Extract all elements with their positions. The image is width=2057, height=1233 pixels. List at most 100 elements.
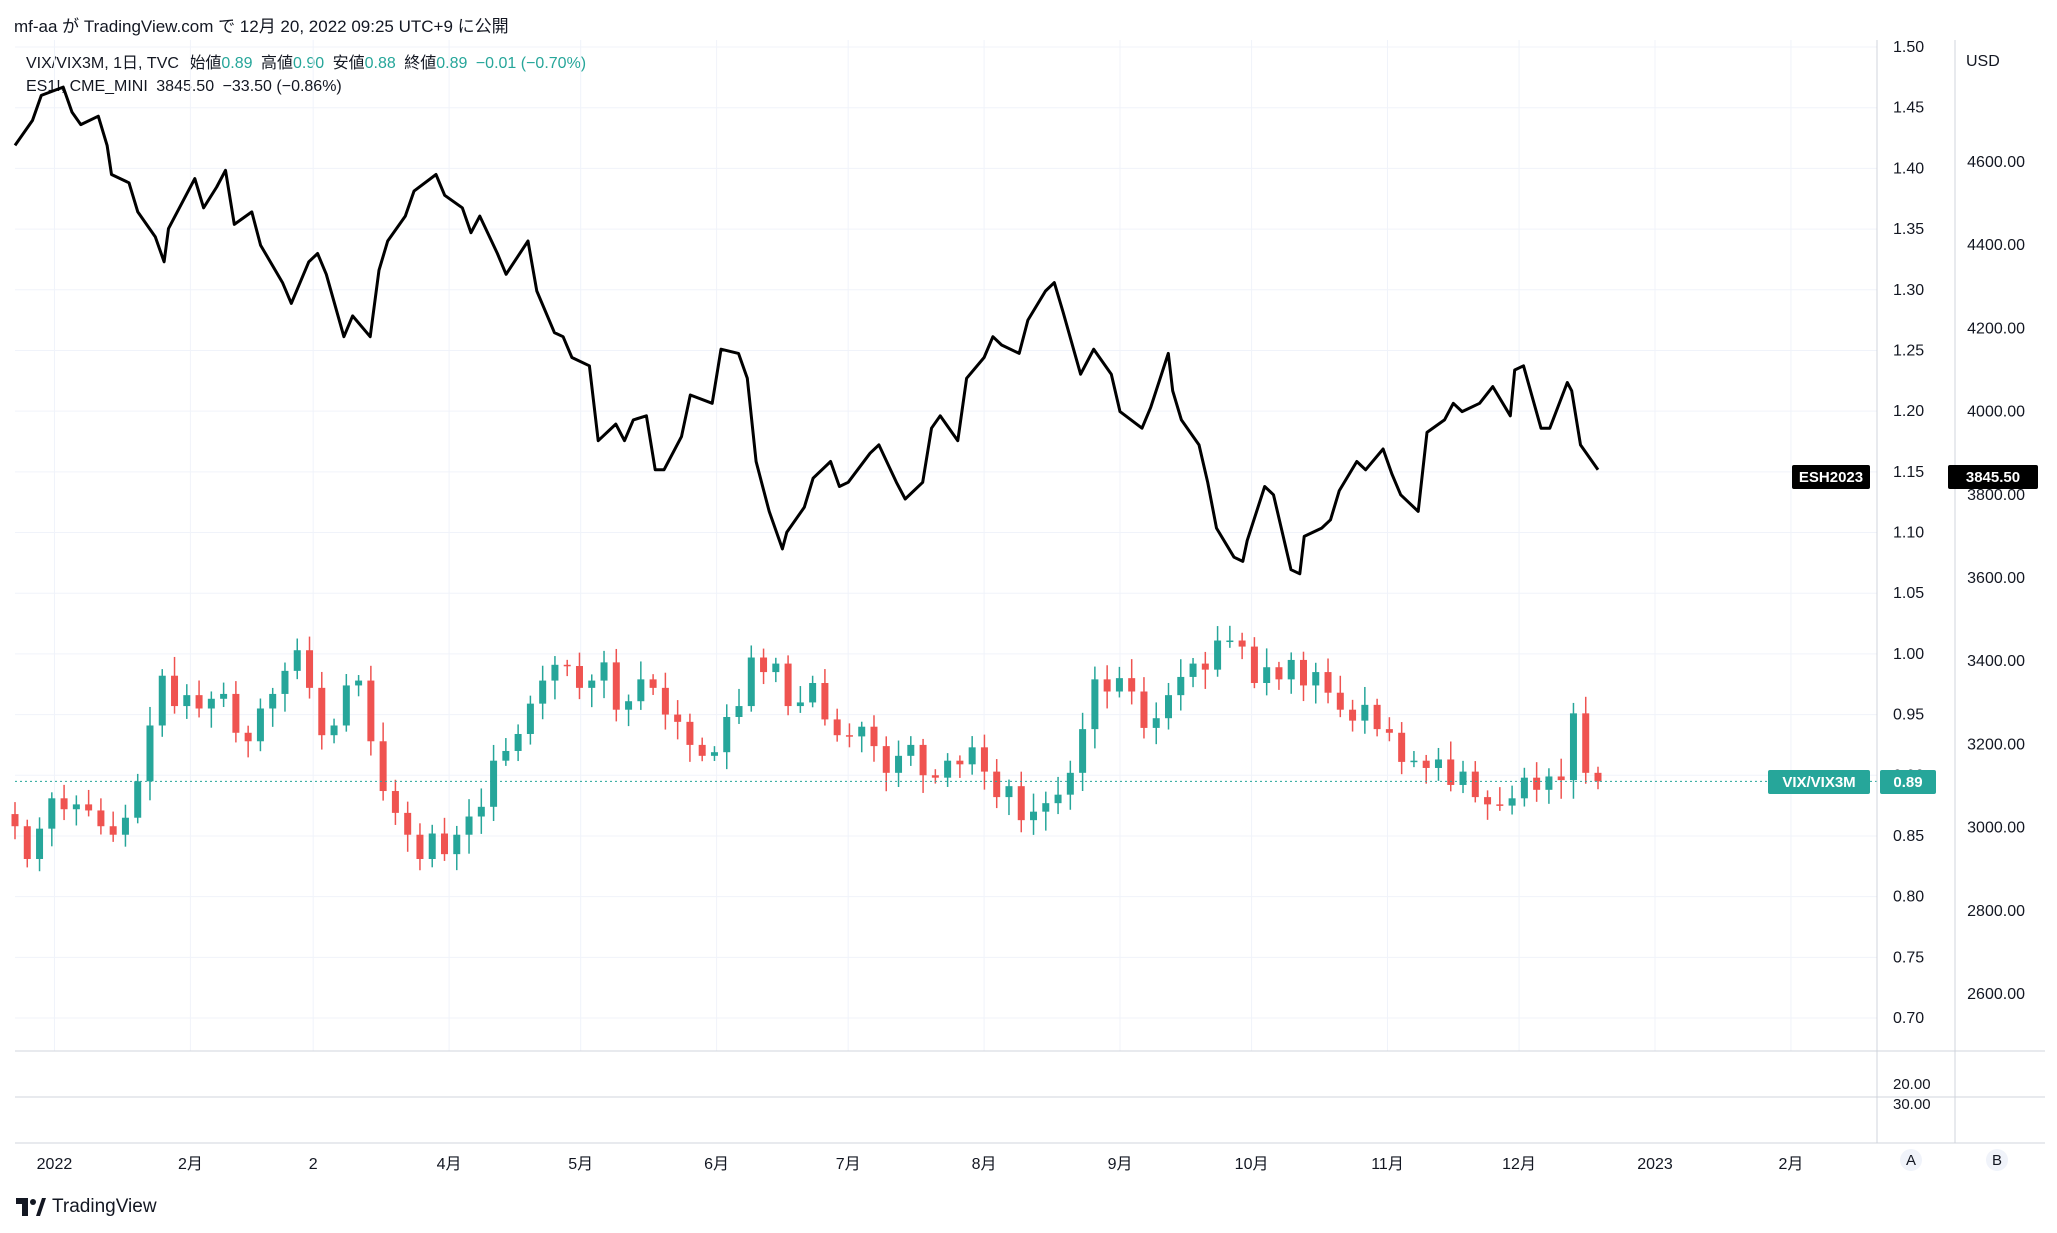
legend-high-value: 0.90 xyxy=(293,55,325,72)
vix-candle xyxy=(1349,699,1357,732)
vix-candle xyxy=(183,684,191,719)
vix-candle xyxy=(404,801,412,852)
vix-candle xyxy=(1054,776,1062,815)
time-axis-tick: 7月 xyxy=(836,1156,861,1173)
vix-axis-tick: 1.00 xyxy=(1893,646,1924,663)
vix-candle xyxy=(858,721,866,753)
vix-candle xyxy=(1398,722,1406,775)
vix-axis-tick: 1.10 xyxy=(1893,525,1924,542)
legend-close-label: 終値 xyxy=(404,55,437,72)
vix-price-axis[interactable]: 1.50 1.45 1.40 1.35 1.30 1.25 1.20 1.15 1.10 1.05… xyxy=(1893,39,1924,1027)
vix-candle xyxy=(293,638,301,680)
vix-candle xyxy=(993,759,1001,809)
vix-candle xyxy=(490,744,498,821)
vix-axis-tick: 1.30 xyxy=(1893,282,1924,299)
vix-candle xyxy=(1557,758,1565,799)
vix-candle xyxy=(1066,760,1074,810)
vix-candle xyxy=(1569,702,1577,799)
time-axis-tick: 5月 xyxy=(568,1156,593,1173)
vix-candle xyxy=(355,675,363,697)
tradingview-logo-icon xyxy=(16,1198,46,1216)
vix-candle xyxy=(1140,677,1148,739)
legend-es-value: 3845.50 xyxy=(156,78,215,95)
vix-candle xyxy=(526,695,534,745)
vix-candle xyxy=(1177,659,1185,711)
vix-candle xyxy=(1508,785,1516,815)
vix-candle xyxy=(502,738,510,766)
vix-candle xyxy=(109,811,117,842)
vix-axis-tick: 0.80 xyxy=(1893,889,1924,906)
vix-candle xyxy=(686,713,694,762)
vix-candle xyxy=(1189,657,1197,688)
time-axis-tick: 6月 xyxy=(704,1156,729,1173)
tradingview-brand[interactable]: TradingView xyxy=(16,1196,157,1218)
vix-candle xyxy=(453,825,461,871)
vix-candle xyxy=(710,746,718,761)
scale-button-a[interactable]: A xyxy=(1900,1149,1922,1171)
vix-candle xyxy=(1226,625,1234,648)
vix-candle xyxy=(195,680,203,718)
vix-candle xyxy=(1496,787,1504,811)
time-axis-tick: 2月 xyxy=(1778,1156,1803,1173)
vix-candle xyxy=(1079,712,1087,792)
legend-open-label: 始値 xyxy=(189,55,222,72)
vix-candle xyxy=(735,688,743,724)
legend-vix-symbol[interactable]: VIX/VIX3M, 1日, TVC xyxy=(26,55,179,72)
vix-candle xyxy=(1361,686,1369,734)
vix-candle xyxy=(968,736,976,775)
vix-candle xyxy=(97,798,105,835)
vix-candle xyxy=(1582,696,1590,784)
es-axis-tick: 4600.00 xyxy=(1967,154,2025,171)
time-axis-tick: 11月 xyxy=(1371,1156,1404,1173)
scale-button-a-label: A xyxy=(1906,1152,1916,1169)
vix-axis-tick: 1.15 xyxy=(1893,464,1924,481)
vix-candle xyxy=(649,674,657,695)
es-axis-tick: 3200.00 xyxy=(1967,736,2025,753)
vix-candle xyxy=(661,672,669,730)
legend-row-vix: VIX/VIX3M, 1日, TVC 始値0.89 高値0.90 安値0.88 … xyxy=(26,52,586,75)
time-axis-tick: 4月 xyxy=(437,1156,462,1173)
axis-currency-label: USD xyxy=(1966,53,2000,70)
es-price-axis[interactable]: 4600.00 4400.00 4200.00 4000.00 3800.00 3600.… xyxy=(1967,154,2025,1003)
vix-candle xyxy=(723,704,731,770)
vix-candle xyxy=(134,773,142,824)
time-axis-tick: 8月 xyxy=(972,1156,997,1173)
vix-candle xyxy=(637,661,645,710)
vix-candle xyxy=(60,784,68,821)
vix-candle xyxy=(833,708,841,742)
vix-candle xyxy=(588,674,596,708)
vix-candle xyxy=(539,665,547,720)
vix-candle xyxy=(477,788,485,834)
vix-candle xyxy=(440,817,448,861)
vix-axis-tick: 1.05 xyxy=(1893,585,1924,602)
vix-price-tag: VIX/VIX3M 0.89 xyxy=(1768,770,1936,794)
vix-candle xyxy=(870,715,878,762)
vix-candle xyxy=(269,687,277,727)
vix-candle xyxy=(1250,637,1258,689)
vix-candle xyxy=(882,736,890,792)
vix-candle xyxy=(342,674,350,732)
subpane-tick-30: 30.00 xyxy=(1893,1096,1931,1113)
vix-candle xyxy=(845,723,853,748)
es-axis-tick: 4200.00 xyxy=(1967,320,2025,337)
vix-candle xyxy=(1484,790,1492,820)
vix-candle xyxy=(306,636,314,699)
vix-candle xyxy=(772,657,780,683)
es-tag-value: 3845.50 xyxy=(1966,469,2020,486)
vix-candle xyxy=(207,691,215,728)
es-axis-tick: 3600.00 xyxy=(1967,570,2025,587)
time-axis[interactable]: 2022 2月 2 4月 5月 6月 7月 8月 9月 10月 11月 12月 2023 2月 xyxy=(37,1156,1804,1173)
vix-candle xyxy=(465,799,473,854)
scale-button-b[interactable]: B xyxy=(1986,1149,2008,1171)
vix-candles xyxy=(11,625,1602,872)
vix-candle xyxy=(514,724,522,762)
vix-candle xyxy=(625,694,633,727)
time-axis-tick: 9月 xyxy=(1108,1156,1133,1173)
vix-candle xyxy=(980,734,988,790)
vix-axis-tick: 0.95 xyxy=(1893,707,1924,724)
vix-candle xyxy=(158,669,166,737)
vix-axis-tick: 1.35 xyxy=(1893,221,1924,238)
vix-tag-symbol: VIX/VIX3M xyxy=(1782,774,1855,791)
vix-candle xyxy=(48,792,56,847)
